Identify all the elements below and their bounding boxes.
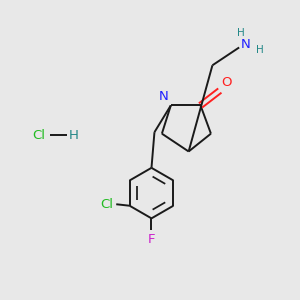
Text: Cl: Cl — [100, 198, 113, 211]
Text: Cl: Cl — [33, 129, 46, 142]
Text: F: F — [148, 233, 155, 246]
Text: N: N — [159, 90, 168, 103]
Text: H: H — [256, 45, 263, 56]
Text: O: O — [221, 76, 232, 89]
Text: N: N — [241, 38, 250, 51]
Text: H: H — [237, 28, 244, 38]
Text: H: H — [68, 129, 78, 142]
